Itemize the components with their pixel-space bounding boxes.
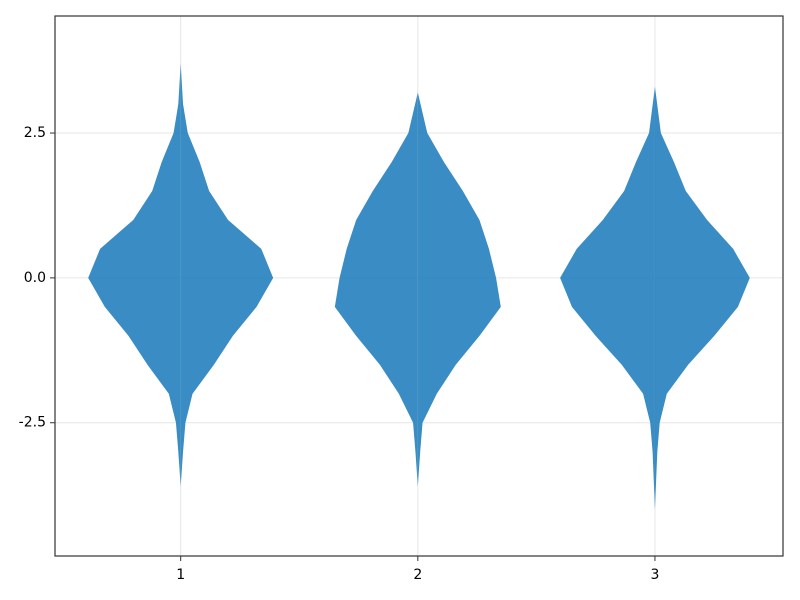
- violin-half: [560, 86, 655, 510]
- y-tick-label: 2.5: [24, 125, 46, 141]
- x-tick-label: 2: [413, 567, 422, 583]
- violin-half: [654, 86, 750, 510]
- violin-half: [88, 63, 181, 487]
- y-tick-label: 0.0: [24, 270, 46, 286]
- violin-half: [417, 92, 501, 487]
- violin-half: [180, 63, 274, 487]
- x-tick-label: 3: [650, 567, 659, 583]
- y-tick-label: -2.5: [19, 415, 46, 431]
- violin-half: [334, 92, 418, 487]
- x-tick-label: 1: [176, 567, 185, 583]
- marks-layer: [88, 63, 750, 510]
- plot-frame: [54, 15, 784, 557]
